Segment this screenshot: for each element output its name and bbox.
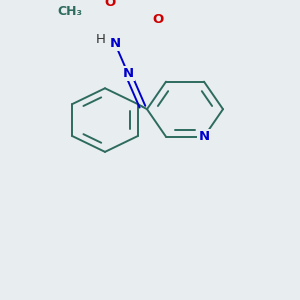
Text: H: H	[96, 33, 106, 46]
Text: CH₃: CH₃	[57, 5, 82, 18]
Text: N: N	[122, 67, 134, 80]
Text: O: O	[152, 13, 163, 26]
Text: O: O	[104, 0, 116, 9]
Text: N: N	[198, 130, 210, 143]
Text: N: N	[110, 37, 121, 50]
